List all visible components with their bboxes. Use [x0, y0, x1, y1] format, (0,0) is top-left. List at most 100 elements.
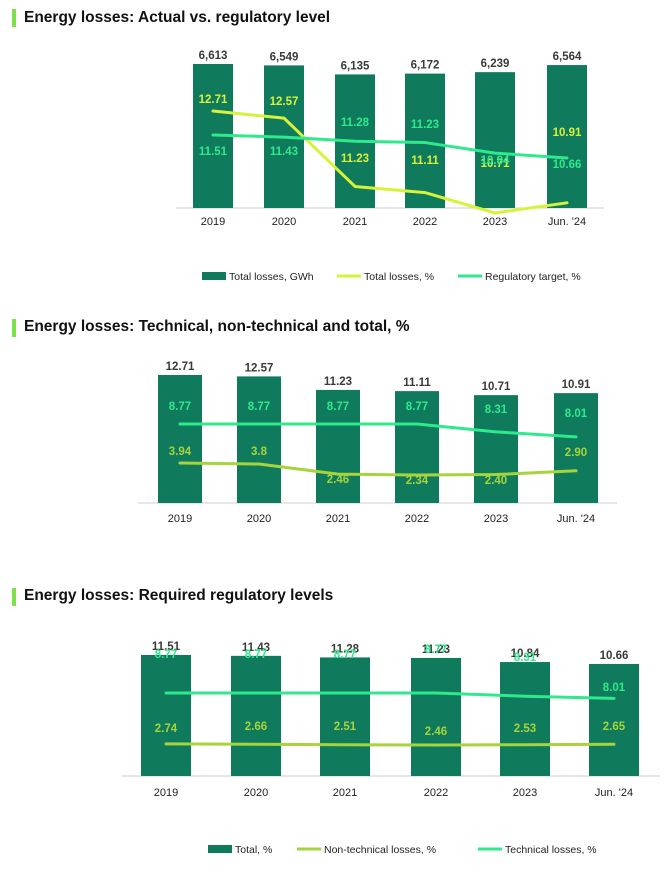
line-point-label: 3.8 [251, 446, 268, 458]
chart-1-title: Energy losses: Actual vs. regulatory lev… [24, 9, 331, 26]
line-point-label: 8.77 [248, 401, 270, 413]
series-line [178, 461, 578, 477]
line-point-label: 2.51 [334, 721, 357, 733]
line-point-label: 8.77 [245, 649, 267, 661]
category-label: 2023 [484, 513, 508, 525]
line-point-label: 8.01 [603, 682, 626, 694]
bar [405, 73, 445, 208]
category-label: 2022 [424, 787, 448, 799]
bar [554, 393, 598, 503]
category-label: 2021 [343, 216, 367, 228]
bar-value-label: 6,549 [270, 51, 299, 63]
line-point-label: 8.31 [514, 652, 537, 664]
line-point-label: 12.57 [270, 96, 299, 108]
line-point-label: 8.77 [334, 649, 356, 661]
category-label: 2019 [168, 513, 192, 525]
line-point-label: 8.77 [155, 649, 177, 661]
bar-value-label: 11.11 [403, 377, 431, 389]
legend-label: Regulatory target, % [485, 271, 581, 283]
bar [395, 391, 439, 503]
bar-value-label: 10.71 [482, 381, 511, 393]
bar-value-label: 6,564 [553, 51, 582, 63]
line-point-label: 8.77 [327, 401, 349, 413]
category-label: 2020 [272, 216, 296, 228]
title-accent-bar [12, 319, 16, 337]
legend-label: Total, % [235, 844, 272, 856]
chart-1-svg: 6,613 6,549 6,135 6,172 6,239 6,564 2019 2020 20… [176, 50, 604, 283]
title-accent-bar [12, 588, 16, 606]
line-point-label: 11.23 [341, 153, 369, 165]
line-point-label: 10.91 [553, 127, 582, 139]
line-point-label: 10.84 [481, 155, 510, 167]
legend-label: Technical losses, % [505, 844, 597, 856]
chart-section-2: Energy losses: Technical, non-technical … [0, 300, 669, 560]
series-line [211, 133, 569, 160]
bar [500, 662, 550, 776]
chart-section-3: Energy losses: Required regulatory level… [0, 570, 669, 873]
chart-section-1: Energy losses: Actual vs. regulatory lev… [0, 0, 669, 300]
line-point-label: 2.40 [485, 475, 507, 487]
line-point-label: 11.43 [270, 146, 298, 158]
category-label: 2023 [513, 787, 537, 799]
bar-value-label: 6,239 [481, 58, 510, 70]
line-point-label: 2.90 [565, 447, 587, 459]
bar [141, 655, 191, 776]
category-label: 2022 [413, 216, 437, 228]
line-point-label: 8.77 [169, 401, 191, 413]
bar-value-label: 12.57 [245, 362, 274, 374]
bar [320, 657, 370, 776]
category-label: Jun. '24 [557, 513, 595, 525]
bar-value-label: 10.84 [511, 648, 540, 660]
bar [316, 389, 360, 503]
category-label: 2020 [247, 513, 271, 525]
bar-value-label: 10.91 [562, 379, 591, 391]
bar-value-label: 6,135 [341, 60, 370, 72]
line-point-label: 8.77 [406, 401, 428, 413]
category-label: Jun. '24 [595, 787, 633, 799]
bar-value-label: 11.51 [152, 641, 181, 653]
line-point-label: 11.51 [199, 146, 228, 158]
bar-value-label: 6,172 [411, 60, 440, 72]
line-point-label: 11.23 [411, 119, 439, 131]
bar-value-label: 11.23 [324, 376, 352, 388]
category-label: 2023 [483, 216, 507, 228]
chart-3-title: Energy losses: Required regulatory level… [24, 587, 334, 604]
bar [547, 65, 587, 208]
bar-value-label: 11.23 [422, 644, 450, 656]
bar-value-label: 6,613 [199, 50, 228, 62]
title-accent-bar [12, 9, 16, 27]
bar-value-label: 11.28 [331, 643, 360, 655]
bar-value-label: 11.43 [242, 642, 270, 654]
line-point-label: 12.71 [199, 94, 228, 106]
line-point-label: 2.74 [155, 723, 178, 735]
line-point-label: 10.66 [553, 159, 582, 171]
legend-swatch [202, 272, 226, 280]
line-point-label: 2.53 [514, 723, 536, 735]
chart-3-svg: 11.51 11.43 11.28 11.23 10.84 10.66 2019 2020 20… [122, 641, 660, 856]
series-line [211, 109, 569, 215]
line-point-label: 11.11 [411, 155, 439, 167]
line-point-label: 10.71 [481, 158, 510, 170]
line-point-label: 8.01 [565, 408, 588, 420]
line-point-label: 11.28 [341, 117, 370, 129]
category-label: 2019 [154, 787, 178, 799]
category-label: 2021 [333, 787, 357, 799]
legend-label: Total losses, % [364, 271, 434, 283]
bar [474, 395, 518, 503]
legend-label: Total losses, GWh [229, 271, 314, 283]
bar [589, 663, 639, 776]
series-line [164, 691, 616, 700]
line-point-label: 3.94 [169, 446, 192, 458]
line-point-label: 2.46 [327, 474, 349, 486]
line-point-label: 8.77 [425, 644, 447, 656]
legend-swatch [208, 845, 232, 853]
category-label: 2019 [201, 216, 225, 228]
category-label: 2022 [405, 513, 429, 525]
category-label: 2021 [326, 513, 350, 525]
bar [411, 657, 461, 776]
bar [237, 376, 281, 503]
line-point-label: 2.65 [603, 721, 626, 733]
bar-value-label: 12.71 [166, 361, 195, 373]
series-line [178, 422, 578, 439]
bar [475, 72, 515, 209]
